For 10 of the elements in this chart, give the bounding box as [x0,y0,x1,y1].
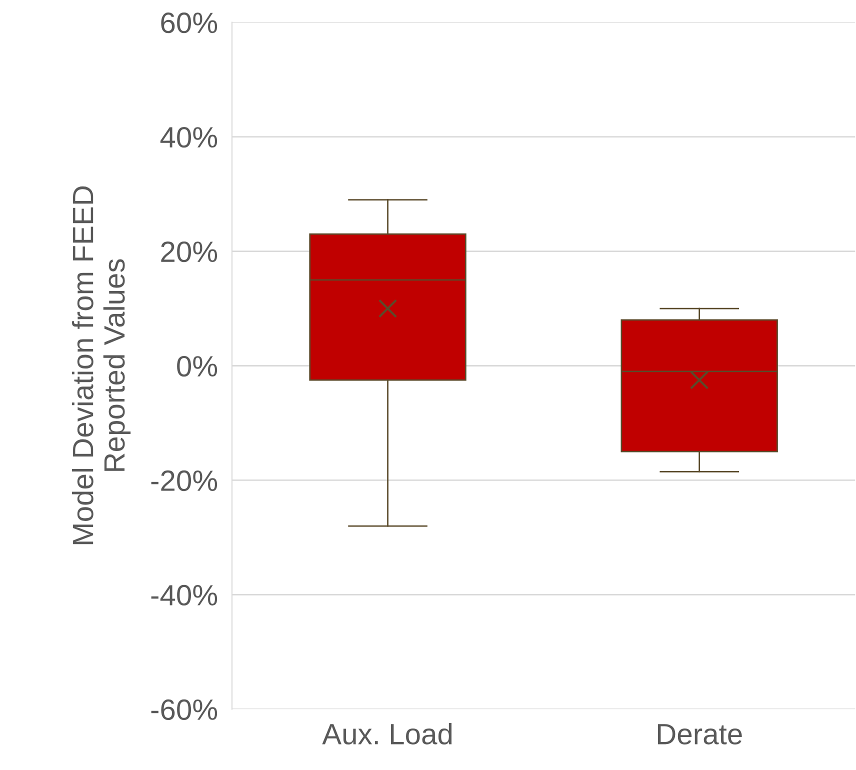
y-tick-label: 0% [177,356,218,377]
y-tick-label: 40% [160,127,218,148]
y-tick-label: -40% [151,584,218,606]
x-tick-label: Derate [658,724,742,744]
y-tick-label: 20% [161,241,218,262]
y-axis-title: Model Deviation from FEED Reported Values [72,186,131,544]
x-tick-label: Aux. Load [322,723,452,744]
y-tick-label: -20% [151,470,218,492]
y-tick-label: -60% [151,699,218,720]
y-tick-label: 60% [161,12,218,34]
